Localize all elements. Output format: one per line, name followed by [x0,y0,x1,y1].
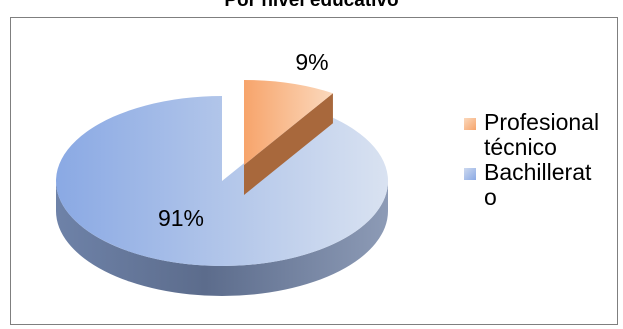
chart-frame [10,17,618,325]
chart-title: Por nivel educativo [224,0,399,11]
slice-top [55,96,388,267]
legend-label: Profesional técnico [484,109,600,160]
legend-swatch [464,118,476,130]
data-label-profesional-tecnico: 9% [295,49,328,75]
legend-item-profesional-tecnico: Profesional técnico [464,110,614,160]
slice-top [244,80,333,165]
data-label-bachillerato: 91% [158,205,204,231]
slice-bachillerato [55,96,388,296]
legend-swatch [464,168,476,180]
legend: Profesional técnico Bachillerato [464,110,614,210]
legend-label: Bachillerato [484,159,592,210]
slice-profesional-tecnico [244,80,333,195]
slice-side [56,181,388,296]
slice-cut-wall [244,93,333,195]
legend-item-bachillerato: Bachillerato [464,160,614,210]
